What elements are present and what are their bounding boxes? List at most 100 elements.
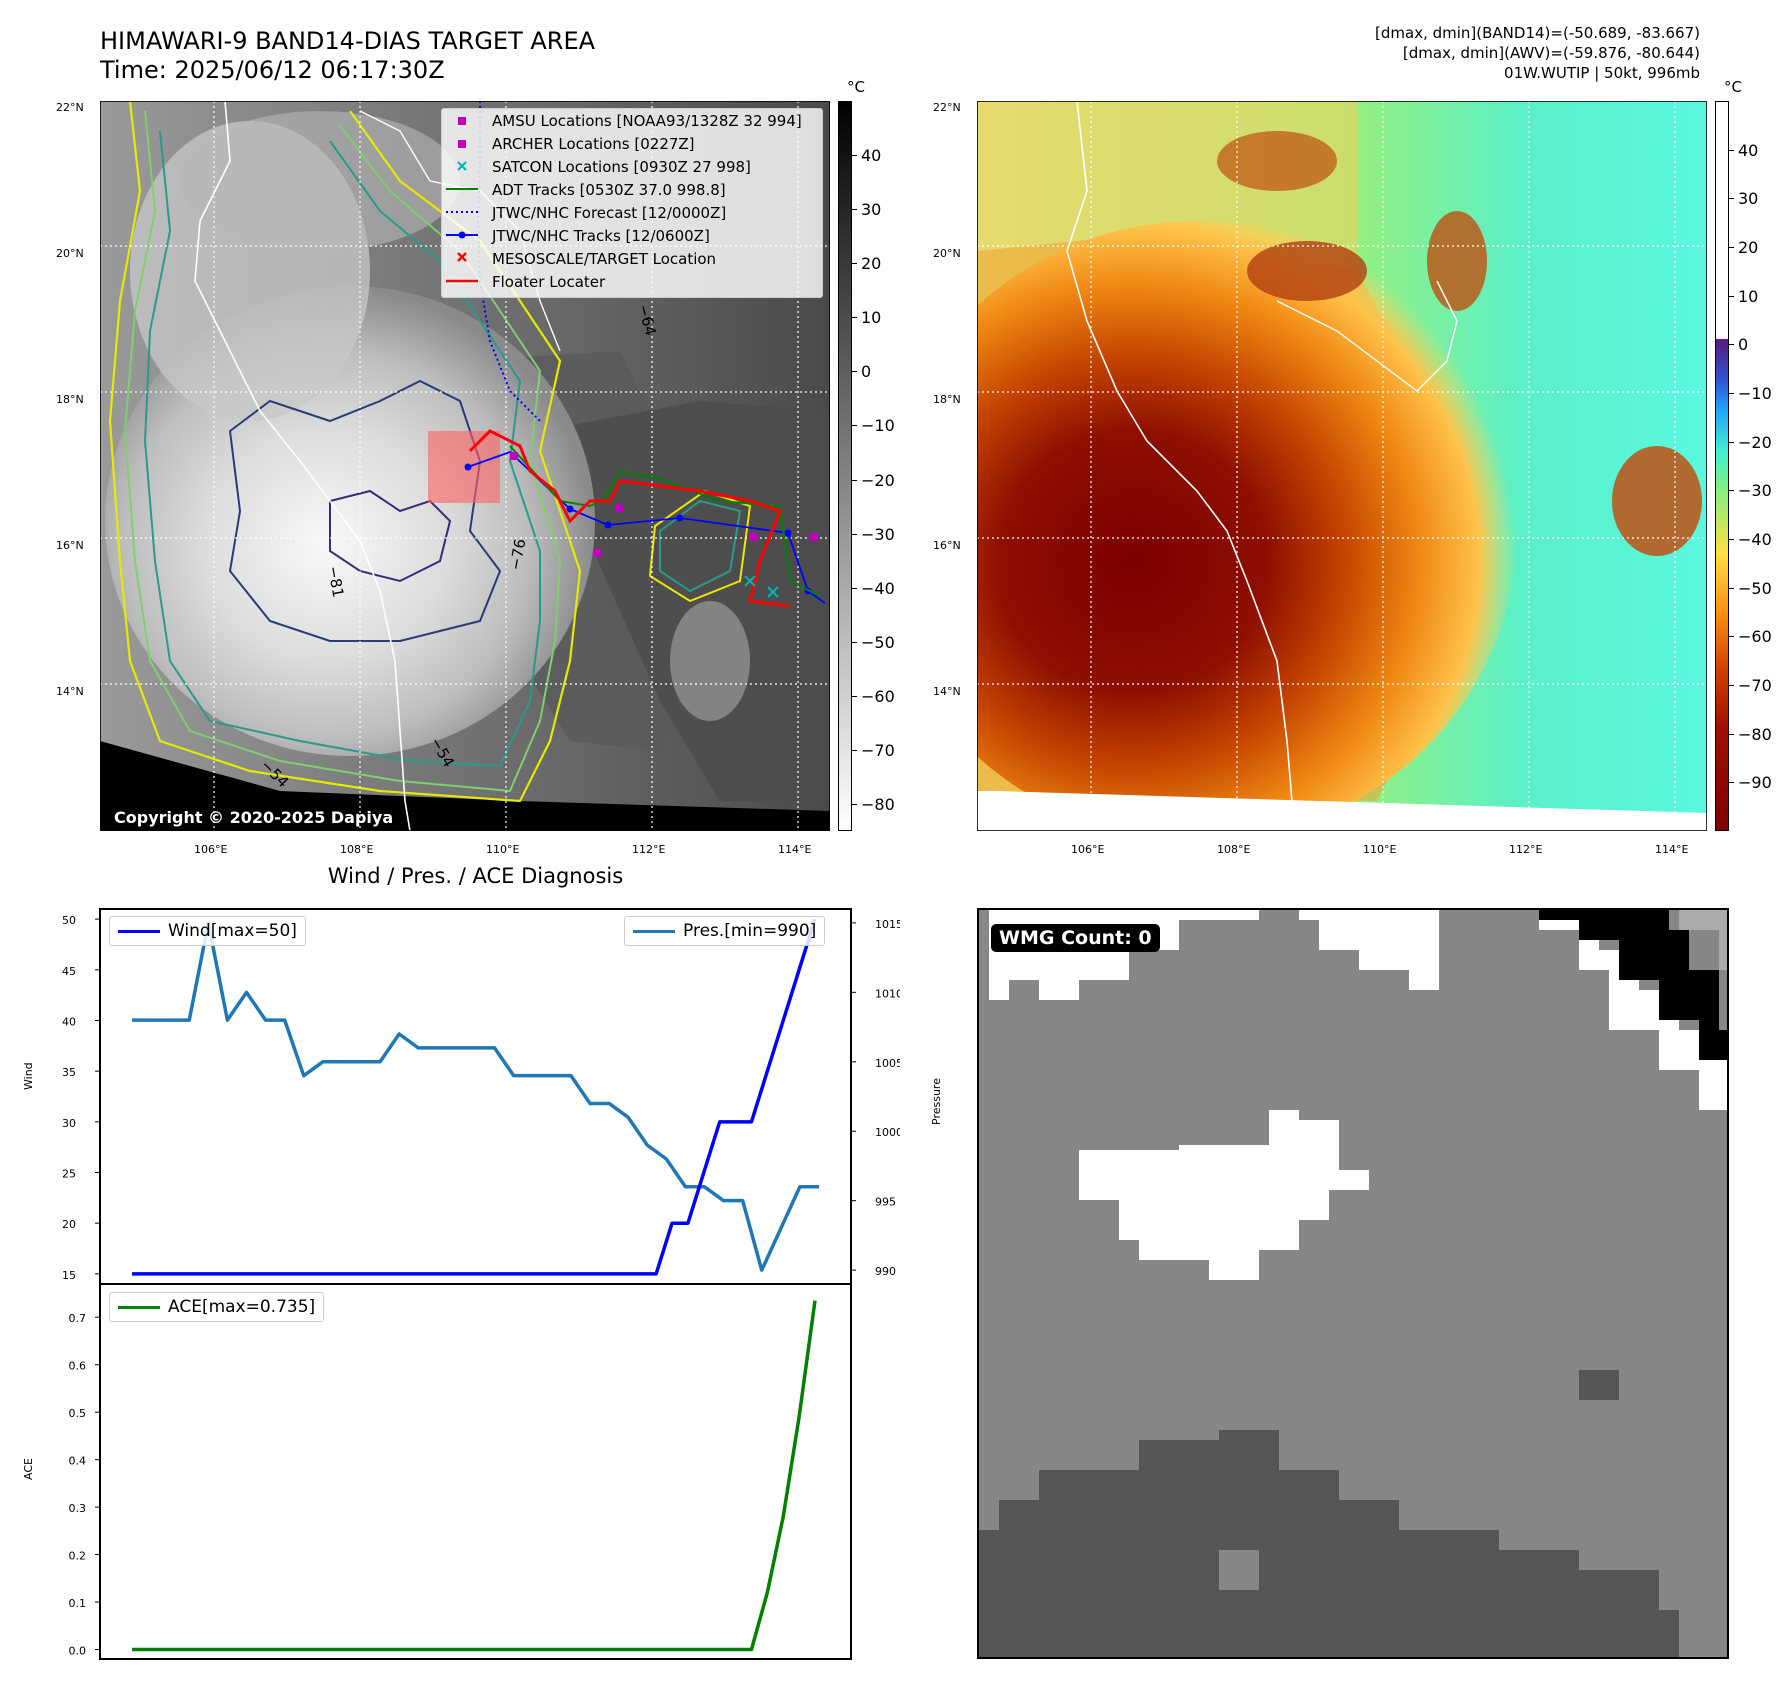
map2-colorbar-tick-mark <box>1729 247 1734 248</box>
contour-green <box>123 110 562 793</box>
lon-label: 114°E <box>778 843 812 856</box>
pressure-ytick-label: 995 <box>875 1196 896 1209</box>
ace-ytick-label: 0.3 <box>69 1502 87 1515</box>
ace-legend: ACE[max=0.735] <box>109 1292 325 1322</box>
map2-colorbar-tick-label: 30 <box>1738 189 1759 209</box>
floater-locater-track <box>468 429 791 608</box>
ace-chart: 0.0 0.1 0.2 0.3 0.4 0.5 0.6 0.7 <box>69 1283 852 1660</box>
ace-plot-frame <box>99 1283 852 1660</box>
floater-box <box>428 431 500 503</box>
pressure-ytick-label: 1010 <box>875 987 900 1000</box>
figure-title: HIMAWARI-9 BAND14-DIAS TARGET AREA <box>100 27 596 55</box>
map2-colorbar-tick-mark <box>1729 733 1734 735</box>
lon-label: 110°E <box>486 843 520 856</box>
map1-colorbar-tick-mark <box>852 371 857 373</box>
map2-colorbar-tick-label: −20 <box>1738 432 1772 452</box>
pressure-legend: Pres.[min=990] <box>624 916 826 946</box>
lat-label: 22°N <box>933 101 961 114</box>
ace-legend-label: ACE[max=0.735] <box>168 1297 316 1317</box>
map2-colorbar-tick-mark <box>1729 782 1734 784</box>
track-legend-icon <box>446 231 478 239</box>
map2-colorbar-tick-label: −60 <box>1738 627 1772 647</box>
map1-legend: AMSU Locations [NOAA93/1328Z 32 994] ARC… <box>441 108 823 298</box>
map1-colorbar-tick-label: −60 <box>861 686 895 706</box>
awv-map <box>976 100 1708 832</box>
legend-label: JTWC/NHC Forecast [12/0000Z] <box>492 204 727 222</box>
map1-colorbar-tick-label: 10 <box>861 308 882 328</box>
map2-colorbar-tick-label: 10 <box>1738 286 1759 306</box>
wind-ytick-label: 25 <box>62 1168 76 1181</box>
contour-yellow <box>108 101 582 803</box>
map1-colorbar-tick-mark <box>852 587 857 589</box>
lon-label: 114°E <box>1655 843 1689 856</box>
lon-label: 112°E <box>632 843 666 856</box>
map2-colorbar-tick-label: −50 <box>1738 578 1772 598</box>
lon-label: 106°E <box>194 843 228 856</box>
satcon-legend-icon <box>457 161 467 171</box>
map2-colorbar-tick-mark <box>1729 393 1734 394</box>
wind-ytick-label: 20 <box>62 1218 76 1231</box>
map2-colorbar <box>1715 101 1729 831</box>
map1-colorbar-tick-mark <box>852 263 857 265</box>
storm-info: 01W.WUTIP | 50kt, 996mb <box>1504 64 1700 82</box>
map1-colorbar-tick-mark <box>852 533 857 535</box>
awv-map-panel <box>976 100 1708 832</box>
map1-colorbar <box>838 101 852 831</box>
ace-ytick-label: 0.7 <box>69 1312 87 1325</box>
ace-ylabel: ACE <box>22 1458 35 1480</box>
map2-colorbar-tick-mark <box>1729 198 1734 200</box>
lon-label: 110°E <box>1363 843 1397 856</box>
copyright-text: Copyright © 2020-2025 Dapiya <box>114 808 393 827</box>
map2-colorbar-tick-mark <box>1729 636 1734 638</box>
map1-colorbar-tick-label: 30 <box>861 200 882 220</box>
ace-ytick-label: 0.4 <box>69 1455 87 1468</box>
map2-colorbar-tick-mark <box>1729 344 1734 346</box>
map2-gridlines <box>977 101 1707 831</box>
awv-core <box>977 221 1517 831</box>
map1-colorbar-tick-mark <box>852 803 857 805</box>
map2-colorbar-tick-label: −70 <box>1738 676 1772 695</box>
wmg-dark-region <box>979 1430 1679 1657</box>
map1-colorbar-tick-label: −80 <box>861 794 895 814</box>
map2-colorbar-tick-mark <box>1729 441 1734 443</box>
ace-legend-line <box>118 1305 160 1309</box>
wind-ytick-label: 40 <box>62 1015 76 1028</box>
wmg-white-blob <box>1079 1110 1369 1280</box>
pressure-ytick-label: 1005 <box>875 1057 900 1070</box>
map1-colorbar-tick-label: −40 <box>861 578 895 598</box>
coastline <box>1066 101 1293 802</box>
lat-label: 14°N <box>933 685 961 698</box>
map1-colorbar-tick-label: 0 <box>861 362 872 382</box>
map1-colorbar-tick-label: −30 <box>861 524 895 544</box>
map1-colorbar-tick-label: −50 <box>861 632 895 652</box>
legend-label: ADT Tracks [0530Z 37.0 998.8] <box>492 181 726 199</box>
lat-label: 16°N <box>933 539 961 552</box>
ace-ytick-label: 0.1 <box>69 1597 87 1610</box>
map2-colorbar-tick-mark <box>1729 685 1734 686</box>
map1-colorbar-tick-mark <box>852 641 857 643</box>
map2-colorbar-tick-label: −30 <box>1738 481 1772 501</box>
legend-label: AMSU Locations [NOAA93/1328Z 32 994] <box>492 112 802 130</box>
lat-label: 18°N <box>933 393 961 406</box>
pressure-ytick-label: 1000 <box>875 1126 900 1139</box>
lon-label: 112°E <box>1509 843 1543 856</box>
map1-colorbar-tick-mark <box>852 155 857 157</box>
map1-colorbar-tick-mark <box>852 317 857 319</box>
wmg-count-badge: WMG Count: 0 <box>991 924 1160 952</box>
wind-pressure-chart: 15 20 25 30 35 40 45 50 990 995 1000 1005 1010 1015 <box>62 908 900 1285</box>
ace-ytick-label: 0.2 <box>69 1550 87 1563</box>
lon-label: 108°E <box>1217 843 1251 856</box>
wind-ytick-label: 15 <box>62 1269 76 1282</box>
map1-colorbar-tick-mark <box>852 749 857 751</box>
map1-colorbar-tick-label: 20 <box>861 254 882 274</box>
target-legend-icon <box>457 252 467 262</box>
wind-ytick-label: 45 <box>62 965 76 978</box>
map1-colorbar-tick-label: 40 <box>861 146 882 166</box>
lat-label: 14°N <box>56 685 84 698</box>
contour-label: −76 <box>506 537 529 571</box>
wmg-panel: WMG Count: 0 <box>977 908 1729 1659</box>
pressure-ytick-label: 990 <box>875 1265 896 1278</box>
wind-ytick-label: 30 <box>62 1117 76 1130</box>
diagnosis-title: Wind / Pres. / ACE Diagnosis <box>327 864 624 888</box>
map1-colorbar-tick-label: −70 <box>861 740 895 760</box>
